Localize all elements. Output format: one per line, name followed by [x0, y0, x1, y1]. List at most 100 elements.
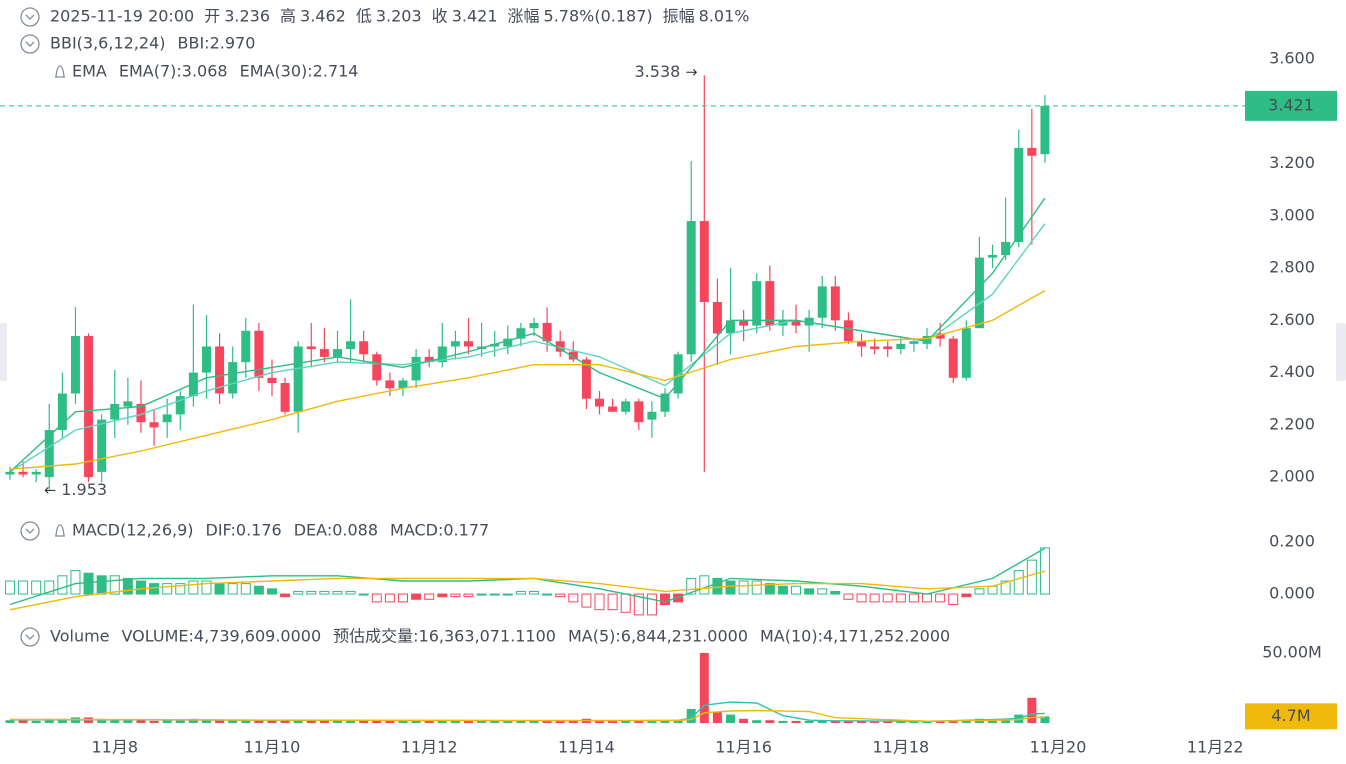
candle-body [843, 320, 853, 342]
chevron [25, 528, 35, 534]
candle-body [870, 346, 880, 350]
candle-body [568, 351, 578, 360]
histogram-bar [162, 583, 173, 595]
histogram-bar [240, 583, 251, 595]
volume-bar [398, 720, 408, 723]
volume-bar [437, 720, 447, 723]
volume-bar [660, 720, 670, 723]
histogram-bar [633, 593, 644, 616]
candle-body [988, 255, 998, 258]
max-arrow [686, 68, 698, 76]
histogram-bar [188, 580, 199, 595]
volume-bar [149, 720, 159, 723]
histogram-bar [817, 588, 828, 595]
x-tick-label: 11月14 [558, 738, 615, 757]
side-tab[interactable] [1336, 323, 1346, 381]
volume-bar [477, 720, 487, 723]
x-tick-label: 11月16 [715, 738, 772, 757]
volume-bar [739, 718, 749, 723]
candle-body [267, 377, 277, 384]
candle-body [490, 343, 500, 347]
histogram-bar [31, 580, 42, 595]
histogram-bar [620, 593, 631, 613]
alert-icon[interactable] [55, 65, 65, 78]
side-tab[interactable] [0, 323, 7, 381]
indicator-line [9, 289, 1046, 470]
candle-body [241, 330, 251, 363]
x-tick-label: 11月20 [1030, 738, 1087, 757]
volume-bar [568, 720, 578, 723]
volume-bar [31, 720, 41, 723]
volume-bar [529, 720, 539, 723]
volume-bar [57, 718, 67, 723]
volume-bar [516, 720, 526, 723]
histogram-bar [476, 593, 487, 596]
histogram-bar [201, 580, 212, 595]
candle-body [673, 354, 683, 394]
histogram-bar [594, 593, 605, 611]
candle-body [634, 401, 644, 423]
histogram-bar [935, 593, 946, 603]
candle-body [254, 330, 264, 378]
volume-bar [778, 720, 788, 723]
stat-value: 3.421 [452, 7, 498, 26]
histogram-bar [175, 583, 186, 595]
histogram-bar [214, 583, 225, 595]
volume-bar [765, 720, 775, 723]
indicator-line [9, 197, 1046, 473]
candle-body [555, 341, 565, 352]
volume-bar [490, 720, 500, 723]
candle-body [424, 356, 434, 363]
legend-text: BBI(3,6,12,24) [50, 34, 166, 53]
y-tick-label: 2.000 [1269, 467, 1315, 486]
histogram-bar [686, 577, 697, 595]
histogram-bar [777, 585, 788, 595]
collapse-icon[interactable] [20, 34, 40, 54]
histogram-bar [122, 577, 133, 595]
y-tick-label: 0.200 [1269, 531, 1315, 550]
alert-icon[interactable] [55, 524, 65, 537]
candle-body [149, 422, 159, 428]
candle-body [857, 341, 867, 347]
histogram-bar [1013, 570, 1024, 595]
legend-text: MA(10):4,171,252.2000 [760, 627, 950, 646]
volume-bar [136, 720, 146, 723]
candle-body [398, 380, 408, 389]
collapse-icon[interactable] [20, 521, 40, 541]
histogram-bar [266, 588, 277, 595]
histogram-bar [542, 593, 553, 596]
histogram-bar [974, 588, 985, 595]
x-tick-label: 11月18 [872, 738, 929, 757]
candle-body [712, 302, 722, 334]
histogram-bar [660, 593, 671, 605]
collapse-icon[interactable] [20, 7, 40, 27]
volume-bar [359, 720, 369, 723]
candle-body [896, 343, 906, 350]
candle-body [201, 346, 211, 373]
volume-tag [1245, 703, 1337, 730]
volume-bar [608, 720, 618, 723]
legend-text: EMA(30):2.714 [240, 62, 359, 81]
legend-text: MA(5):6,844,231.0000 [568, 627, 748, 646]
legend-text: BBI:2.970 [178, 34, 256, 53]
volume-bar [686, 708, 696, 723]
stat-value: 8.01% [699, 7, 750, 26]
histogram-bar [332, 590, 343, 595]
volume-bar [817, 720, 827, 723]
stat-label: 涨幅 [508, 7, 540, 26]
candle-body [621, 401, 631, 412]
histogram-bar [529, 590, 540, 595]
histogram-bar [961, 593, 972, 598]
candle-body [647, 411, 657, 420]
candle-body [817, 286, 827, 318]
volume-bar [385, 720, 395, 723]
legend-text: MACD:0.177 [390, 521, 489, 540]
histogram-bar [1026, 559, 1037, 595]
volume-bar [306, 720, 316, 723]
candle-body [110, 403, 120, 420]
stat-value: 3.203 [376, 7, 422, 26]
volume-bar [241, 720, 251, 723]
collapse-icon[interactable] [20, 627, 40, 647]
